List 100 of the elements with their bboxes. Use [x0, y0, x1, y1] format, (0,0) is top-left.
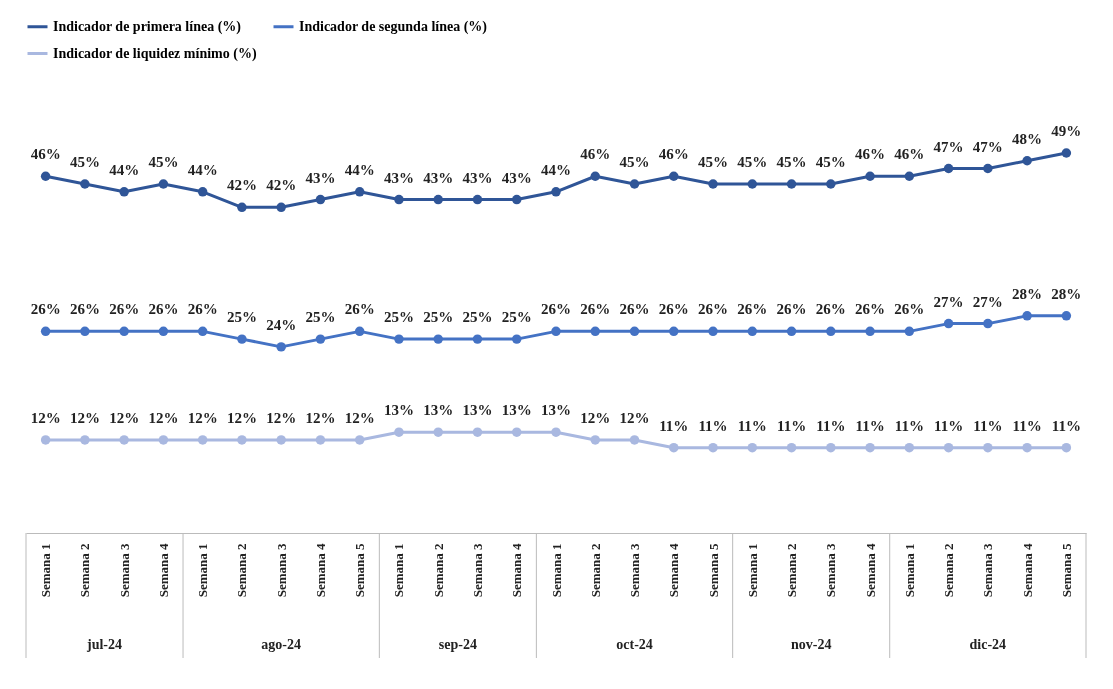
point	[119, 326, 129, 337]
x-tick-label: Semana 2	[77, 543, 93, 598]
point	[826, 442, 836, 453]
data-label: 44%	[109, 161, 140, 178]
data-label: 26%	[109, 301, 140, 318]
point	[237, 202, 247, 213]
text: sep-24	[438, 637, 477, 652]
x-tick-label: Semana 1	[744, 543, 760, 598]
text: dic-24	[969, 637, 1007, 652]
data-label: 12%	[619, 409, 650, 426]
data-label: 11%	[776, 417, 807, 434]
data-label: 11%	[973, 417, 1003, 434]
data-label: 27%	[972, 293, 1003, 310]
point	[512, 194, 522, 205]
data-label: 26%	[148, 301, 179, 318]
data-label: 26%	[894, 301, 925, 318]
x-tick-label: Semana 1	[391, 543, 407, 598]
data-label: 11%	[659, 417, 689, 434]
point	[315, 435, 326, 445]
point	[786, 326, 797, 337]
point	[708, 179, 718, 189]
data-label: 25%	[501, 309, 532, 326]
point	[904, 442, 915, 453]
data-label: 13%	[501, 402, 532, 419]
legend-label: Indicador de liquidez mínimo (%)	[53, 45, 257, 62]
data-label: 26%	[187, 301, 218, 318]
data-label: 25%	[226, 309, 257, 326]
point	[983, 163, 993, 174]
data-label: 12%	[30, 409, 61, 426]
data-label: 26%	[737, 301, 768, 318]
x-tick-label: Semana 3	[273, 543, 289, 598]
point	[786, 179, 797, 189]
point	[629, 179, 640, 189]
x-tick-label: Semana 4	[312, 543, 328, 598]
point	[354, 435, 365, 445]
data-label: 11%	[934, 417, 964, 434]
x-tick-label: Semana 4	[509, 543, 525, 598]
x-tick-label: Semana 1	[548, 543, 564, 598]
data-label: 43%	[383, 169, 414, 186]
point	[197, 187, 208, 197]
data-label: 11%	[894, 417, 924, 434]
x-tick-label: Semana 3	[116, 543, 132, 598]
point	[433, 334, 443, 344]
data-label: 25%	[383, 309, 414, 326]
data-label: 26%	[69, 301, 100, 318]
data-label: 25%	[462, 309, 493, 326]
data-label: 45%	[776, 154, 807, 171]
point	[354, 326, 365, 337]
point	[237, 334, 247, 344]
data-label: 48%	[1012, 130, 1043, 147]
point	[119, 187, 129, 197]
point	[276, 202, 286, 213]
point	[669, 171, 679, 181]
point	[315, 194, 326, 205]
data-label: 25%	[423, 309, 454, 326]
point	[826, 326, 836, 337]
x-tick-label: Semana 1	[38, 543, 54, 598]
data-label: 45%	[619, 154, 650, 171]
point	[865, 442, 875, 453]
data-label: 26%	[855, 301, 886, 318]
data-label: 13%	[462, 402, 493, 419]
data-label: 11%	[698, 417, 728, 434]
point	[40, 171, 51, 181]
data-label: 46%	[658, 146, 689, 163]
point	[80, 326, 90, 337]
x-tick-label: Semana 4	[155, 543, 171, 598]
x-tick-label: Semana 5	[1058, 543, 1074, 598]
data-label: 11%	[1012, 417, 1042, 434]
point	[512, 334, 522, 344]
point	[158, 326, 169, 337]
data-label: 43%	[305, 169, 336, 186]
data-label: 12%	[187, 409, 218, 426]
point	[747, 179, 758, 189]
point	[669, 326, 679, 337]
data-label: 13%	[383, 402, 414, 419]
data-label: 45%	[698, 154, 729, 171]
x-tick-label: Semana 1	[901, 543, 917, 598]
point	[590, 171, 600, 181]
point	[904, 171, 915, 181]
x-tick-label: Semana 4	[666, 543, 682, 598]
x-tick-label: Semana 2	[941, 543, 957, 598]
legend-label: Indicador de segunda línea (%)	[299, 18, 488, 35]
data-label: 12%	[226, 409, 257, 426]
point	[394, 334, 404, 344]
point	[943, 318, 954, 329]
text: oct-24	[616, 637, 653, 652]
point	[708, 326, 718, 337]
point	[40, 435, 51, 445]
point	[865, 171, 875, 181]
data-label: 45%	[815, 154, 846, 171]
data-label: 12%	[69, 409, 100, 426]
data-label: 13%	[423, 402, 454, 419]
point	[315, 334, 326, 344]
data-label: 44%	[344, 161, 375, 178]
data-label: 45%	[148, 154, 179, 171]
point	[276, 435, 286, 445]
point	[1061, 311, 1072, 321]
x-tick-label: Semana 2	[587, 543, 603, 598]
data-label: 47%	[933, 138, 964, 155]
data-label: 26%	[698, 301, 729, 318]
